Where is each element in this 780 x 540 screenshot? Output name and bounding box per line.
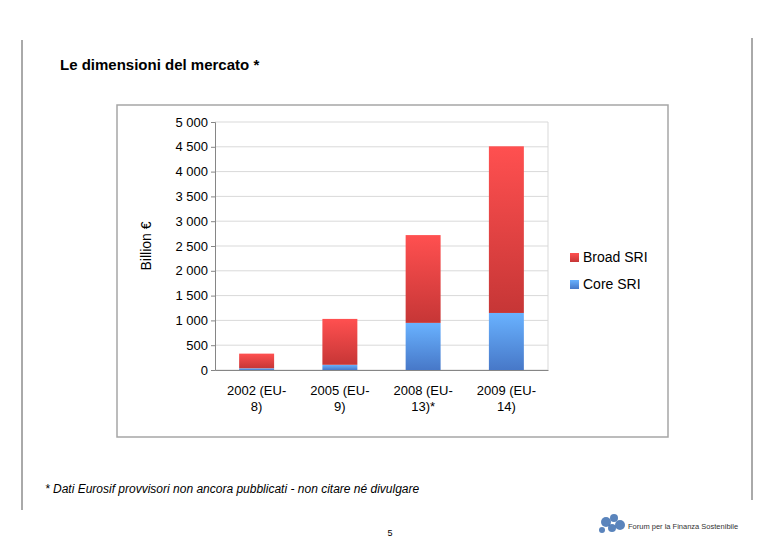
legend-label: Core SRI	[583, 276, 641, 292]
tick-mark	[211, 196, 215, 197]
legend-swatch	[570, 280, 579, 289]
tick-label: 2 000	[175, 263, 208, 278]
tick-label: 2002 (EU-8)	[227, 383, 286, 414]
grid	[215, 122, 548, 370]
tick-label: 0	[201, 363, 208, 378]
tick: 1 500	[175, 288, 215, 303]
axis-line	[216, 370, 549, 371]
tick: 2009 (EU-14)	[477, 370, 536, 414]
tick-label: 5 000	[175, 115, 208, 130]
tick: 4 000	[175, 164, 215, 179]
legend-swatch	[570, 253, 579, 262]
legend: Broad SRI Core SRI	[570, 249, 648, 292]
tick-label: 2009 (EU-14)	[477, 383, 536, 414]
logo-shape	[599, 527, 605, 533]
legend-label: Broad SRI	[583, 249, 648, 265]
tick-label: 500	[186, 338, 208, 353]
page-rule	[752, 38, 753, 500]
bar-segment	[406, 235, 441, 323]
grid-line	[215, 122, 548, 123]
bars	[239, 146, 524, 370]
tick: 2 500	[175, 239, 215, 254]
chart-box	[117, 105, 668, 437]
bar-segment	[239, 368, 274, 370]
axis-line	[211, 123, 216, 371]
bar-segment	[489, 313, 524, 370]
tick: 2008 (EU-13)*	[394, 370, 453, 414]
tick: 2 000	[175, 263, 215, 278]
logo-text: Forum per la Finanza Sostenibile	[628, 522, 738, 531]
tick-label: 3 500	[175, 189, 208, 204]
title: Le dimensioni del mercato *	[60, 56, 259, 73]
tick-label: 3 000	[175, 214, 208, 229]
tick-mark	[211, 296, 215, 297]
tick: 1 000	[175, 313, 215, 328]
tick-mark	[211, 122, 215, 123]
tick-mark	[211, 147, 215, 148]
y-axis: 0 500 1 000 1 500 2 000 2 500 3 000 3 500 4 000 4…	[175, 115, 215, 378]
legend-item: Core SRI	[570, 276, 641, 292]
bar-segment	[239, 354, 274, 369]
page: Le dimensioni del mercato * 0 500 1 000 1 50…	[0, 0, 780, 540]
page-number: 5	[387, 528, 392, 538]
tick-label: 2008 (EU-13)*	[394, 383, 453, 414]
tick-mark	[211, 221, 215, 222]
bar-segment	[406, 323, 441, 370]
tick: 5 000	[175, 115, 215, 130]
tick-mark	[211, 320, 215, 321]
tick-label: 2005 (EU-9)	[310, 383, 369, 414]
tick: 2002 (EU-8)	[227, 370, 286, 414]
tick-mark	[211, 172, 215, 173]
tick: 3 000	[175, 214, 215, 229]
logo-shape	[608, 524, 616, 532]
tick-label: 4 500	[175, 139, 208, 154]
tick: 500	[186, 338, 215, 353]
y-axis-title: Billion €	[138, 221, 154, 270]
tick-mark	[211, 246, 215, 247]
logo: Forum per la Finanza Sostenibile	[599, 514, 738, 533]
tick: 4 500	[175, 139, 215, 154]
tick-label: 1 500	[175, 288, 208, 303]
tick-mark	[211, 345, 215, 346]
tick: 0	[201, 363, 215, 378]
bar-segment	[322, 365, 357, 370]
page-rule	[22, 40, 23, 510]
tick-mark	[211, 271, 215, 272]
tick-label: 2 500	[175, 239, 208, 254]
tick-label: 4 000	[175, 164, 208, 179]
bar-segment	[489, 146, 524, 313]
logo-shape	[610, 514, 618, 522]
legend-item: Broad SRI	[570, 249, 648, 265]
tick: 2005 (EU-9)	[310, 370, 369, 414]
footnote: * Dati Eurosif provvisori non ancora pub…	[45, 482, 420, 496]
plot-frame	[548, 122, 549, 370]
logo-shape	[615, 520, 625, 530]
tick-label: 1 000	[175, 313, 208, 328]
tick-mark	[211, 370, 215, 371]
bar-segment	[322, 319, 357, 365]
x-axis: 2002 (EU-8) 2005 (EU-9) 2008 (EU-13)* 2009 …	[216, 370, 549, 414]
tick: 3 500	[175, 189, 215, 204]
